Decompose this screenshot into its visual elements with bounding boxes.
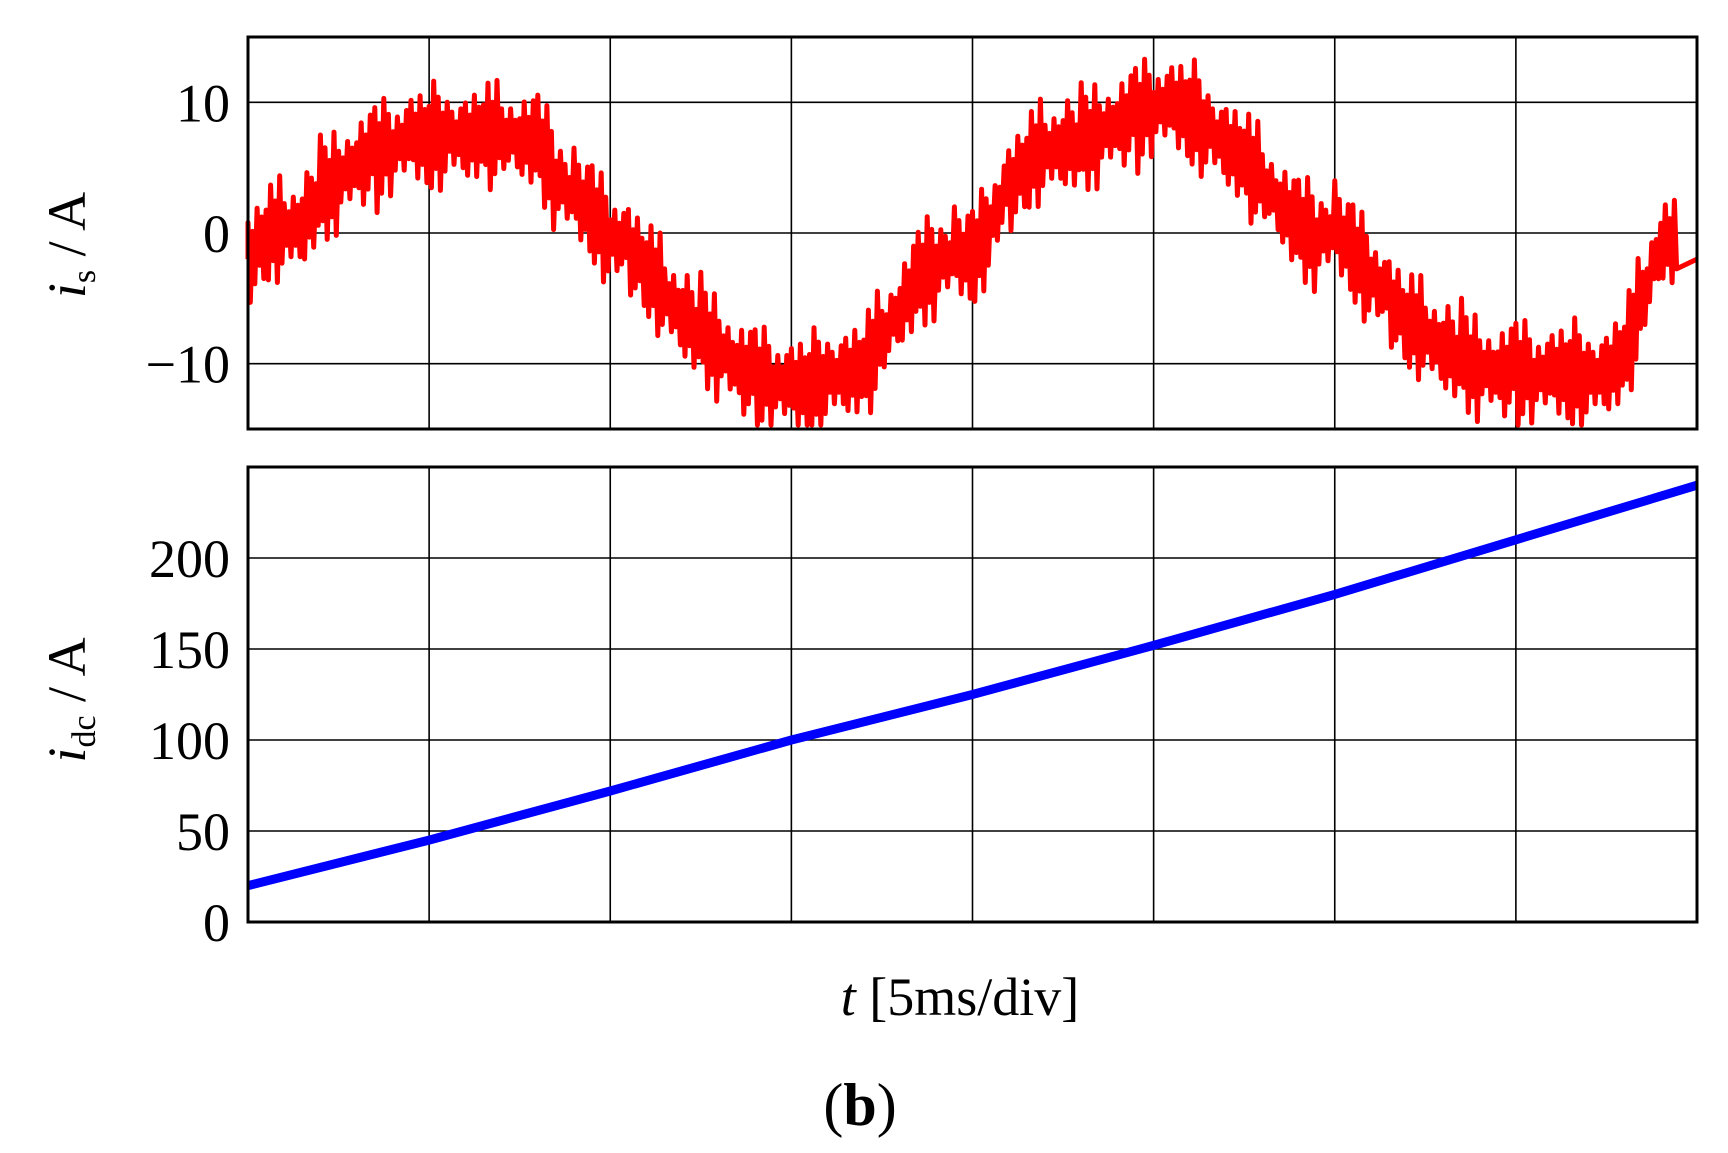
- series-line-is: [245, 56, 1699, 428]
- y-tick-label: 0: [203, 204, 230, 264]
- y-tick-labels: 200 150 100 50 0: [149, 529, 230, 953]
- caption-letter: b: [843, 1072, 876, 1138]
- caption-open: (: [823, 1072, 843, 1138]
- y-tick-labels: 10 0 −10: [146, 73, 230, 394]
- y-axis-label: is / A: [37, 192, 103, 298]
- figure-caption: (b): [823, 1072, 896, 1138]
- y-tick-label: 200: [149, 529, 230, 589]
- x-axis-label-var: t: [841, 967, 858, 1027]
- y-axis-label-sub: dc: [66, 715, 103, 747]
- y-axis-label-unit: / A: [37, 637, 97, 715]
- series-line-idc: [246, 480, 1699, 890]
- y-tick-label: 150: [149, 620, 230, 680]
- y-tick-label: −10: [146, 335, 230, 395]
- y-tick-label: 0: [203, 893, 230, 953]
- plot-frame: [246, 35, 1699, 431]
- y-axis-label-sub: s: [66, 270, 103, 283]
- y-axis-label-unit: / A: [37, 192, 97, 270]
- y-tick-label: 100: [149, 711, 230, 771]
- x-axis-label-unit: [5ms/div]: [856, 967, 1080, 1027]
- y-tick-label: 50: [176, 802, 230, 862]
- plot-frame: [246, 465, 1699, 924]
- panel-source-current: 10 0 −10 is / A: [37, 35, 1699, 431]
- caption-close: ): [877, 1072, 897, 1138]
- panel-dc-current: 200 150 100 50 0 idc / A t [5ms/div]: [37, 465, 1699, 1027]
- y-axis-label: idc / A: [37, 637, 103, 762]
- y-axis-label-var: i: [37, 748, 97, 763]
- y-tick-label: 10: [176, 73, 230, 133]
- x-axis-label: t [5ms/div]: [841, 967, 1080, 1027]
- y-axis-label-var: i: [37, 283, 97, 298]
